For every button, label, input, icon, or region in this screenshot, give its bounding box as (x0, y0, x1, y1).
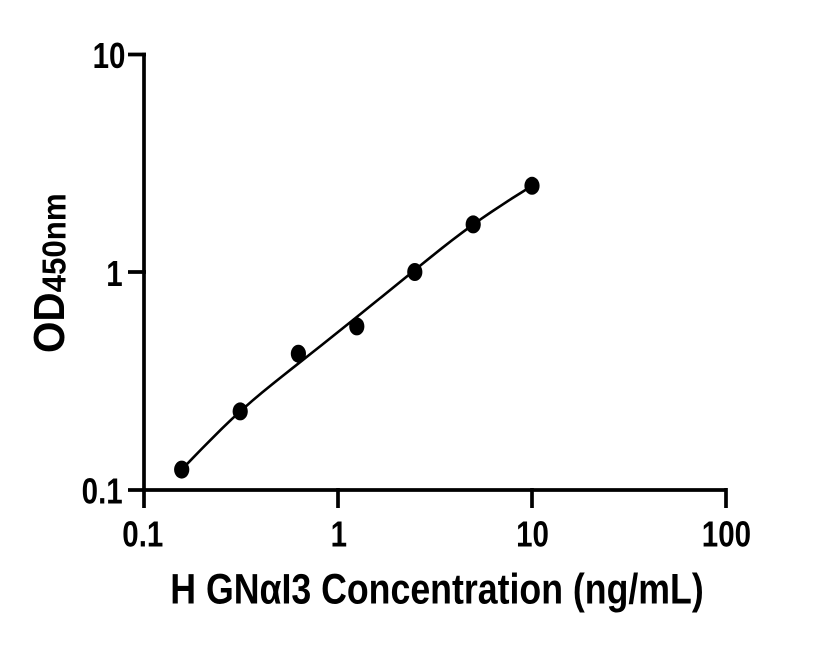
svg-text:100: 100 (702, 514, 751, 555)
svg-text:OD: OD (25, 292, 74, 353)
svg-text:H GNαI3 Concentration (ng/mL): H GNαI3 Concentration (ng/mL) (170, 566, 703, 614)
svg-text:0.1: 0.1 (122, 514, 163, 555)
svg-text:10: 10 (93, 35, 126, 76)
svg-text:10: 10 (516, 514, 549, 555)
svg-text:1: 1 (331, 514, 347, 555)
svg-text:0.1: 0.1 (82, 471, 123, 512)
svg-text:450nm: 450nm (35, 193, 72, 292)
svg-text:1: 1 (106, 253, 122, 294)
